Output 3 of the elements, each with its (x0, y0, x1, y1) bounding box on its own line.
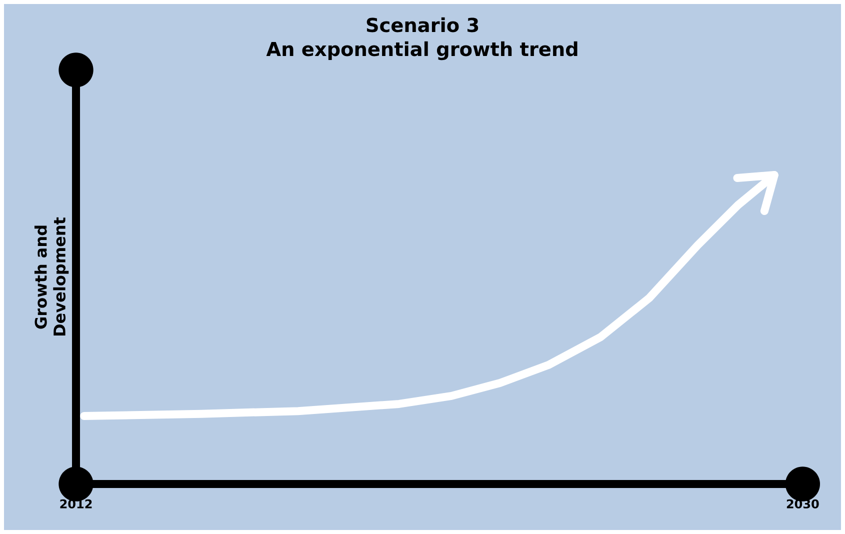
y-axis-title: Growth and Development (34, 217, 69, 336)
chart-title: Scenario 3 (366, 17, 478, 32)
chart-subtitle: An exponential growth trend (266, 41, 578, 60)
